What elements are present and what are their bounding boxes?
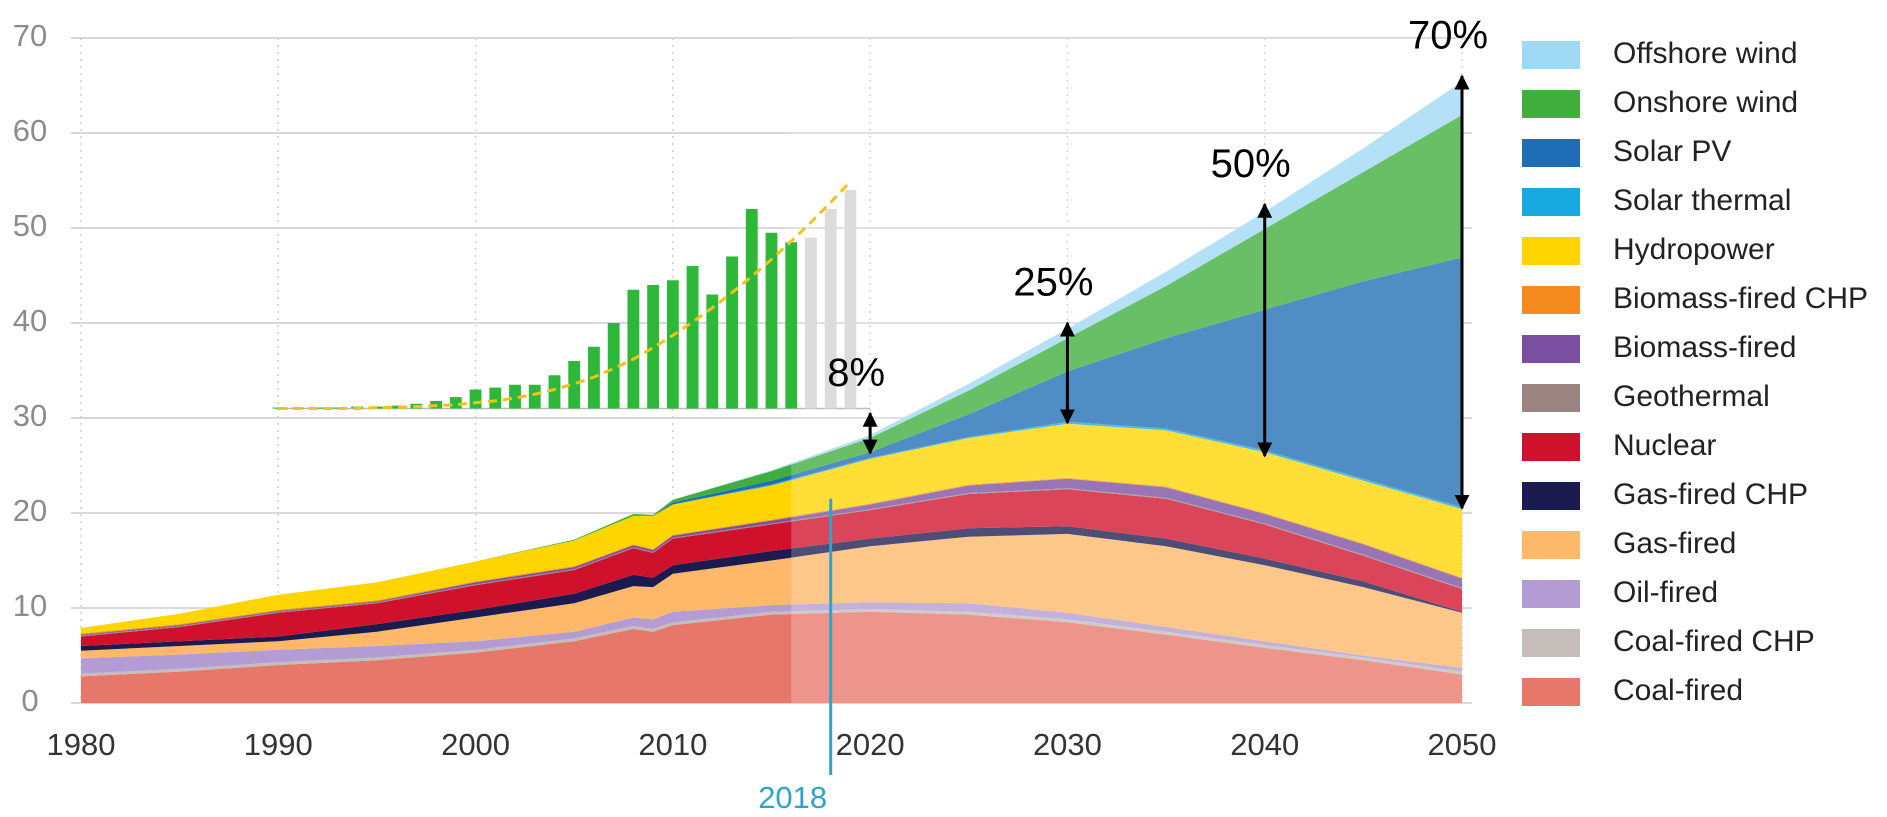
legend-swatch — [1522, 384, 1580, 412]
legend-label: Nuclear — [1613, 429, 1716, 462]
legend-swatch — [1522, 237, 1580, 265]
x-tick-label: 2020 — [836, 727, 905, 762]
y-tick-label: 20 — [13, 493, 47, 528]
legend-swatch — [1522, 188, 1580, 216]
inset-bar — [390, 405, 403, 409]
legend-swatch — [1522, 482, 1580, 510]
legend-label: Hydropower — [1613, 233, 1775, 266]
area — [81, 533, 1462, 668]
legend-label: Biomass-fired — [1613, 331, 1796, 364]
inset-bar — [844, 190, 857, 409]
inset-bar — [805, 237, 817, 409]
inset-bar — [824, 209, 837, 409]
annotation-label: 25% — [1013, 261, 1093, 305]
legend-label: Solar thermal — [1613, 184, 1791, 217]
inset-bar — [331, 407, 344, 409]
x-tick-label: 2050 — [1428, 727, 1497, 762]
inset-bar — [627, 289, 640, 409]
legend-label: Gas-fired CHP — [1613, 478, 1808, 511]
y-tick-label: 10 — [13, 588, 47, 623]
legend-label: Coal-fired CHP — [1613, 625, 1815, 658]
y-tick-label: 70 — [13, 18, 47, 53]
inset-bar — [666, 280, 679, 409]
inset-bar — [449, 397, 462, 409]
legend-label: Geothermal — [1613, 380, 1770, 413]
area — [81, 477, 1462, 635]
legend-label: Coal-fired — [1613, 674, 1743, 707]
inset-bar — [785, 242, 798, 409]
legend-label: Onshore wind — [1613, 86, 1798, 119]
legend-swatch — [1522, 580, 1580, 608]
area — [81, 602, 1462, 674]
x-tick-label: 1980 — [47, 727, 116, 762]
projection-shade — [791, 38, 1462, 703]
legend-label: Offshore wind — [1613, 37, 1798, 70]
year-marker-label: 2018 — [758, 780, 827, 815]
legend-swatch — [1522, 139, 1580, 167]
inset-bar — [726, 256, 738, 409]
legend-label: Solar PV — [1613, 135, 1731, 168]
inset-bar — [745, 209, 758, 409]
area — [81, 608, 1462, 677]
y-tick-label: 40 — [13, 303, 47, 338]
area — [81, 526, 1462, 651]
legend-swatch — [1522, 678, 1580, 706]
inset-bar — [528, 384, 541, 409]
annotation-label: 70% — [1408, 14, 1488, 58]
inset-bar — [647, 285, 660, 409]
y-tick-label: 0 — [21, 683, 38, 718]
inset-bar — [509, 384, 521, 409]
y-tick-label: 30 — [13, 398, 47, 433]
annotation-label: 8% — [827, 351, 885, 395]
inset-trend-line — [278, 180, 852, 410]
x-tick-label: 2010 — [638, 727, 707, 762]
legend-swatch — [1522, 41, 1580, 69]
inset-bar — [311, 407, 324, 409]
inset-bar — [686, 266, 699, 409]
annotation-label: 50% — [1211, 142, 1291, 186]
inset-bar — [548, 375, 561, 409]
area — [81, 478, 1462, 636]
legend-label: Oil-fired — [1613, 576, 1718, 609]
inset-bar — [489, 387, 502, 409]
legend-swatch — [1522, 531, 1580, 559]
legend-label: Gas-fired — [1613, 527, 1736, 560]
legend-swatch — [1522, 335, 1580, 363]
y-tick-label: 50 — [13, 208, 47, 243]
legend-swatch — [1522, 286, 1580, 314]
x-tick-label: 2030 — [1033, 727, 1102, 762]
inset-bar — [272, 407, 285, 409]
area — [81, 611, 1462, 703]
inset-bar — [568, 361, 581, 409]
x-tick-label: 1990 — [244, 727, 313, 762]
legend-swatch — [1522, 433, 1580, 461]
x-tick-label: 2000 — [441, 727, 510, 762]
legend-label: Biomass-fired CHP — [1613, 282, 1868, 315]
inset-bar — [607, 323, 620, 409]
y-tick-label: 60 — [13, 113, 47, 148]
legend-swatch — [1522, 629, 1580, 657]
area — [81, 489, 1462, 646]
inset-bar — [765, 232, 778, 409]
inset-bar — [469, 389, 482, 409]
legend-swatch — [1522, 90, 1580, 118]
inset-bar — [706, 294, 719, 409]
x-tick-label: 2040 — [1230, 727, 1299, 762]
area — [81, 257, 1462, 628]
area — [81, 423, 1462, 634]
